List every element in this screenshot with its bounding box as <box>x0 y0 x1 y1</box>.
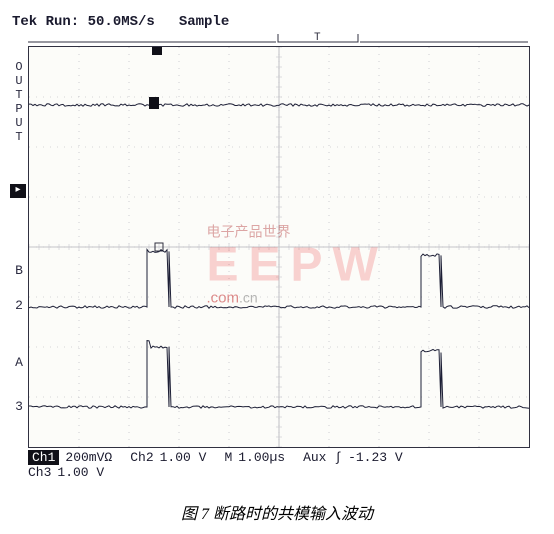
ch3-label: Ch3 <box>28 465 51 480</box>
svg-text:T: T <box>314 32 321 44</box>
ch1-readout: Ch1 200mVΩ <box>28 450 112 465</box>
trigger-value: -1.23 V <box>348 450 403 465</box>
label-2: 2 <box>10 299 28 313</box>
trigger-readout: Aux ∫ -1.23 V <box>303 450 403 465</box>
figure-caption: 图 7 断路时的共模输入波动 <box>10 500 544 524</box>
trigger-label: Aux ∫ <box>303 450 342 465</box>
oscilloscope-container: Tek Run: 50.0MS/s Sample T OUTPUT ▸ B 2 … <box>10 10 544 524</box>
left-label-column: OUTPUT ▸ B 2 A 3 <box>10 46 28 448</box>
bottom-bar-2: Ch3 1.00 V <box>10 463 544 480</box>
label-A: A <box>10 356 28 370</box>
header-bar: Tek Run: 50.0MS/s Sample <box>10 10 544 34</box>
run-label: Tek Run: 50.0MS/s <box>12 14 155 30</box>
ch1-value: 200mVΩ <box>65 450 112 465</box>
mode-label: Sample <box>179 14 229 30</box>
ch3-value: 1.00 V <box>57 465 104 480</box>
oscilloscope-screen: 电子产品世界 EEPW .com.cn <box>28 46 530 448</box>
ch3-readout: Ch3 1.00 V <box>28 465 104 480</box>
timebase-readout: M 1.00µs <box>224 450 285 465</box>
label-3: 3 <box>10 400 28 414</box>
ch2-label: Ch2 <box>130 450 153 465</box>
timebase-label: M <box>224 450 232 465</box>
time-bracket: T <box>10 32 544 46</box>
screen-wrapper: OUTPUT ▸ B 2 A 3 电子产品世界 EEPW .com.cn <box>10 46 544 448</box>
ch2-readout: Ch2 1.00 V <box>130 450 206 465</box>
timebase-value: 1.00µs <box>238 450 285 465</box>
ch1-box: Ch1 <box>28 450 59 465</box>
ch1-gnd-marker: ▸ <box>10 184 26 198</box>
ch2-value: 1.00 V <box>160 450 207 465</box>
output-vertical-label: OUTPUT <box>15 60 22 144</box>
label-B: B <box>10 264 28 278</box>
scope-svg <box>29 47 529 447</box>
